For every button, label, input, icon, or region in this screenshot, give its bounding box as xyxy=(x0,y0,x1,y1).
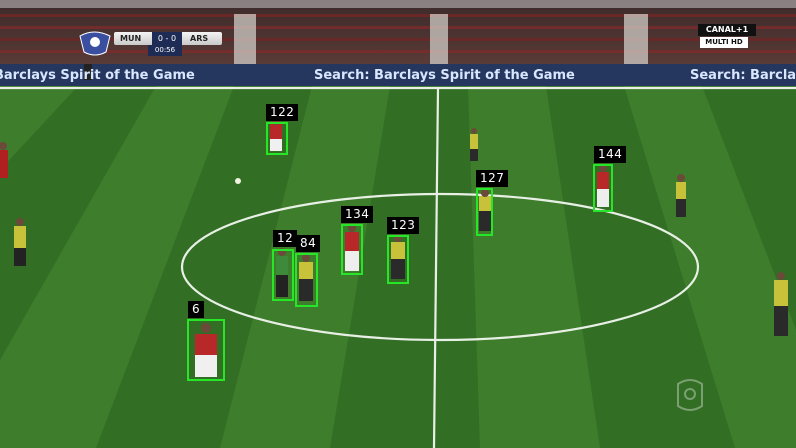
detection-box xyxy=(187,319,225,381)
ball xyxy=(235,178,241,184)
score-bug: MUN 0 - 0 ARS 00:56 xyxy=(78,30,228,58)
background-players xyxy=(0,64,788,336)
detection-box xyxy=(266,122,288,155)
ad-board xyxy=(0,64,796,86)
stairs-mid xyxy=(430,14,448,66)
broadcaster-logo: CANAL+1 MULTI HD xyxy=(698,24,756,50)
detection-box xyxy=(295,253,318,307)
detection-box xyxy=(272,249,294,301)
detection-box xyxy=(593,164,613,212)
detection-label: 12 xyxy=(273,230,298,247)
away-team: ARS xyxy=(190,34,209,43)
player-127 xyxy=(479,189,491,231)
detection-box xyxy=(387,235,409,284)
channel-sub: MULTI HD xyxy=(700,37,748,48)
home-team: MUN xyxy=(120,34,142,43)
detection-label: 127 xyxy=(476,170,509,187)
ad-text-center: Search: Barclays Spirit of the Game xyxy=(314,68,575,83)
match-clock: 00:56 xyxy=(148,45,182,56)
player-yellow-mid xyxy=(470,128,478,161)
pitch-lines xyxy=(0,86,796,448)
detection-label: 6 xyxy=(188,301,205,318)
player-red-left-edge xyxy=(0,142,8,178)
detection-label: 84 xyxy=(296,235,321,252)
score: 0 - 0 xyxy=(152,32,182,45)
player-144 xyxy=(597,164,609,207)
player-right-edge xyxy=(774,272,788,336)
player-123 xyxy=(391,234,405,279)
detection-box xyxy=(476,188,493,236)
premier-league-icon xyxy=(79,31,111,56)
referee-left xyxy=(84,64,92,80)
league-watermark xyxy=(677,379,703,411)
detection-box xyxy=(341,224,363,275)
player-6 xyxy=(195,323,217,377)
channel-name: CANAL+1 xyxy=(698,24,756,36)
detection-label: 144 xyxy=(594,146,627,163)
player-134 xyxy=(345,224,359,271)
ad-text-right: Search: Barcla xyxy=(690,68,796,83)
player-yellow-right xyxy=(676,174,686,217)
stairs-right xyxy=(624,14,648,66)
stairs-left xyxy=(234,14,256,66)
ad-text-left: Barclays Spirit of the Game xyxy=(0,68,195,83)
player-yellow-left xyxy=(14,218,26,266)
detection-label: 134 xyxy=(341,206,374,223)
crowd-texture xyxy=(0,0,796,53)
detection-label: 122 xyxy=(266,104,299,121)
player-84 xyxy=(299,254,313,301)
detection-label: 123 xyxy=(387,217,420,234)
